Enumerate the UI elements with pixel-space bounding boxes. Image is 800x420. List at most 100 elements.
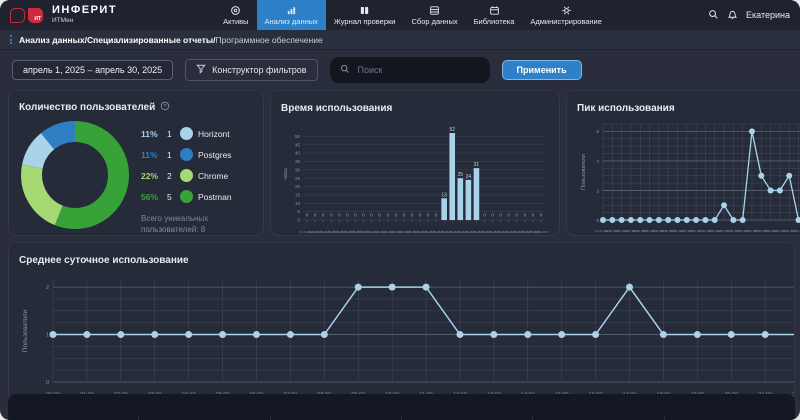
svg-text:0: 0	[524, 213, 527, 218]
svg-text:35: 35	[295, 159, 301, 164]
svg-text:25: 25	[458, 172, 464, 178]
brand-logo[interactable]: ИТ ИНФЕРИТ ИТМен	[10, 5, 117, 25]
table-header-cell	[401, 416, 532, 420]
brand-name: ИНФЕРИТ	[52, 5, 117, 16]
logo-mark-outline	[10, 8, 25, 23]
usage-time-bar-chart: 05101520253035404550часы001.04.2025002.0…	[281, 116, 549, 236]
nav-item-label: Анализ данных	[265, 17, 318, 26]
svg-text:0: 0	[362, 213, 365, 218]
search-icon[interactable]	[708, 9, 719, 22]
table-header-cell	[138, 416, 269, 420]
breadcrumb-path[interactable]: Анализ данных/Специализированные отчеты/	[19, 35, 216, 45]
daily-usage-line-chart: 01200:0001:0002:0003:0004:0005:0006:0007…	[19, 268, 795, 400]
svg-text:0: 0	[435, 213, 438, 218]
svg-text:0: 0	[419, 213, 422, 218]
user-name[interactable]: Екатерина	[746, 10, 790, 20]
breadcrumb-current: Программное обеспечение	[216, 35, 323, 45]
svg-text:1: 1	[46, 332, 49, 338]
svg-text:13: 13	[441, 192, 447, 198]
svg-text:6: 6	[596, 129, 599, 134]
gear-icon	[561, 5, 572, 16]
svg-text:24: 24	[466, 174, 472, 180]
table-header-cell	[270, 416, 401, 420]
filter-row: апрель 1, 2025 – апрель 30, 2025 Констру…	[0, 50, 800, 90]
bell-icon[interactable]	[727, 9, 738, 22]
svg-text:4: 4	[596, 159, 599, 164]
card-title: Время использования	[281, 103, 392, 114]
nav-item-data-analysis[interactable]: Анализ данных	[257, 0, 326, 30]
svg-text:0: 0	[532, 213, 535, 218]
svg-text:0: 0	[370, 213, 373, 218]
nav-item-administration[interactable]: Администрирование	[522, 0, 610, 30]
apply-button[interactable]: Применить	[502, 60, 582, 80]
logo-badge: ИТ	[34, 16, 41, 22]
svg-text:30: 30	[295, 167, 301, 172]
svg-text:2: 2	[46, 285, 49, 291]
svg-text:0: 0	[427, 213, 430, 218]
svg-text:0: 0	[322, 213, 325, 218]
svg-text:22.04.2025: 22.04.2025	[791, 229, 800, 233]
date-range-input[interactable]: апрель 1, 2025 – апрель 30, 2025	[12, 60, 173, 80]
svg-text:5: 5	[297, 209, 300, 214]
svg-text:31: 31	[474, 162, 480, 168]
svg-text:Пользователи: Пользователи	[581, 154, 587, 190]
daily-usage-card: Среднее суточное использование 01200:000…	[8, 242, 795, 400]
table-header-cell	[664, 416, 795, 420]
search-icon	[340, 61, 350, 79]
svg-text:50: 50	[295, 134, 301, 139]
logo-mark-red: ИТ	[28, 8, 43, 23]
svg-text:0: 0	[306, 213, 309, 218]
peak-usage-card: Пик использования 024601.04.202502.04.20…	[566, 90, 800, 236]
svg-text:0: 0	[403, 213, 406, 218]
cards-row: Количество пользователей ? 11%1Horizont …	[0, 90, 800, 236]
svg-text:0: 0	[411, 213, 414, 218]
svg-text:20: 20	[295, 184, 301, 189]
svg-text:0: 0	[483, 213, 486, 218]
nav-item-audit-journal[interactable]: Журнал проверки	[326, 0, 404, 30]
search-input[interactable]	[356, 64, 480, 76]
svg-text:0: 0	[499, 213, 502, 218]
legend-item: 22%2Chrome	[141, 165, 253, 186]
bar-chart-icon	[286, 5, 297, 16]
svg-text:0: 0	[314, 213, 317, 218]
table-header-row	[8, 416, 795, 420]
peak-usage-line-chart: 024601.04.202502.04.202503.04.202504.04.…	[577, 116, 800, 236]
svg-text:0: 0	[386, 213, 389, 218]
svg-text:0: 0	[516, 213, 519, 218]
legend-color-chip	[180, 127, 193, 140]
drag-handle-icon[interactable]	[10, 35, 12, 44]
search-box	[330, 57, 490, 83]
nav-item-label: Активы	[223, 17, 248, 26]
filter-builder-button[interactable]: Конструктор фильтров	[185, 59, 317, 81]
app-window: ИТ ИНФЕРИТ ИТМен Активы Анализ данных	[0, 0, 800, 420]
product-name: ИТМен	[52, 18, 117, 25]
user-count-card: Количество пользователей ? 11%1Horizont …	[8, 90, 264, 236]
legend-color-chip	[180, 190, 193, 203]
library-icon	[489, 5, 500, 16]
table-header-cell	[8, 416, 138, 420]
table-panel	[8, 394, 795, 420]
card-title: Количество пользователей	[19, 102, 155, 113]
table-header-cell	[532, 416, 663, 420]
user-count-donut-chart	[19, 119, 129, 231]
svg-text:0: 0	[378, 213, 381, 218]
svg-text:52: 52	[449, 127, 455, 133]
nav-item-library[interactable]: Библиотека	[466, 0, 523, 30]
nav-item-data-collection[interactable]: Сбор данных	[403, 0, 465, 30]
svg-text:0: 0	[330, 213, 333, 218]
nav-item-label: Администрирование	[530, 17, 602, 26]
main-nav: Активы Анализ данных Журнал проверки Сбо…	[215, 0, 610, 30]
card-title: Среднее суточное использование	[19, 255, 189, 266]
svg-text:10: 10	[295, 201, 301, 206]
legend-color-chip	[180, 169, 193, 182]
svg-text:40: 40	[295, 151, 301, 156]
legend-color-chip	[180, 148, 193, 161]
svg-text:0: 0	[395, 213, 398, 218]
card-title: Пик использования	[577, 103, 675, 114]
nav-item-assets[interactable]: Активы	[215, 0, 256, 30]
top-navigation-bar: ИТ ИНФЕРИТ ИТМен Активы Анализ данных	[0, 0, 800, 30]
help-icon[interactable]: ?	[160, 98, 170, 116]
breadcrumb: Анализ данных/Специализированные отчеты/…	[0, 30, 800, 50]
svg-text:25: 25	[295, 176, 301, 181]
svg-text:15: 15	[295, 193, 301, 198]
